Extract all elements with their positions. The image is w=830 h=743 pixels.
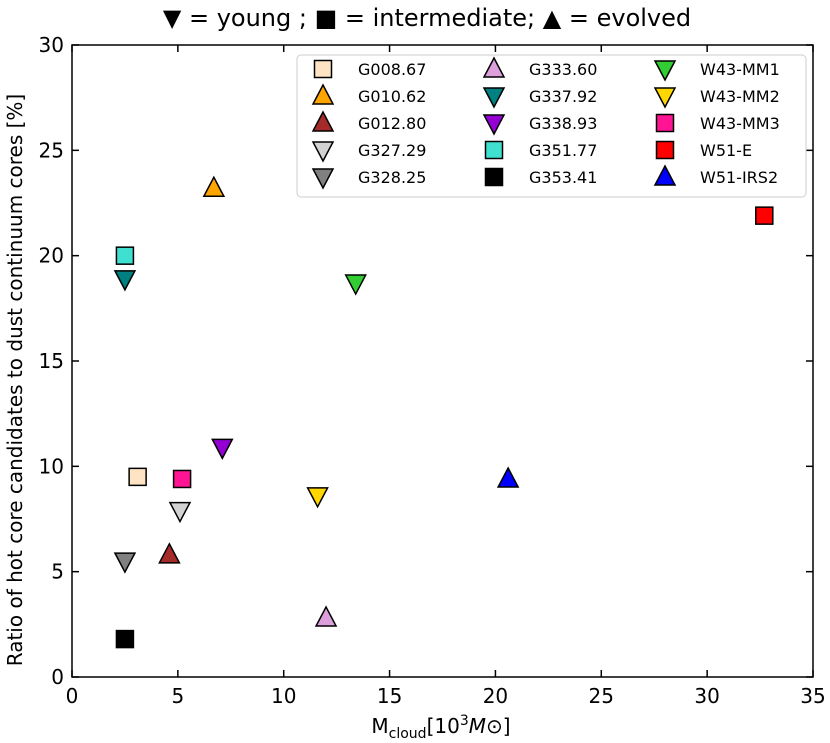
x-axis-label-bracket-open: [10 xyxy=(427,714,460,738)
legend-label-g012.80: G012.80 xyxy=(358,114,426,133)
legend-marker-w51-e xyxy=(655,140,675,160)
data-point-g351.77 xyxy=(115,246,135,265)
legend-label-g338.93: G338.93 xyxy=(529,114,597,133)
legend-label-g328.25: G328.25 xyxy=(358,168,426,187)
plot-frame xyxy=(71,44,814,678)
legend-marker-w43-mm1 xyxy=(653,60,677,82)
y-tick-label: 10 xyxy=(39,454,64,478)
x-tick-label: 30 xyxy=(694,684,719,708)
data-point-g337.92 xyxy=(113,270,137,292)
data-point-g012.80 xyxy=(158,542,181,564)
legend-label-g337.92: G337.92 xyxy=(529,87,597,106)
data-point-g353.41 xyxy=(115,629,135,649)
legend-marker-g333.60 xyxy=(482,56,506,78)
y-tick-label: 20 xyxy=(39,244,64,268)
legend-marker-w43-mm2 xyxy=(653,87,677,109)
legend-marker-g012.80 xyxy=(311,110,335,132)
legend-label-g333.60: G333.60 xyxy=(529,60,597,79)
x-tick-label: 5 xyxy=(171,684,184,708)
data-point-w43-mm1 xyxy=(344,274,367,296)
x-tick-label: 20 xyxy=(483,684,508,708)
x-tick-label: 0 xyxy=(66,684,79,708)
legend-marker-g008.67 xyxy=(313,59,333,79)
legend-box xyxy=(296,54,807,198)
y-axis-label: Ratio of hot core candidates to dust con… xyxy=(3,94,27,667)
legend-marker-g353.41 xyxy=(484,167,504,187)
legend-label-g327.29: G327.29 xyxy=(358,141,426,160)
legend-label-w43-mm1: W43-MM1 xyxy=(700,60,780,79)
legend-marker-g351.77 xyxy=(484,140,504,160)
x-axis-label-unit: M⊙ xyxy=(469,714,503,738)
data-point-w51-irs2 xyxy=(496,466,520,488)
legend-label-w43-mm2: W43-MM2 xyxy=(700,87,780,106)
legend-marker-w51-irs2 xyxy=(653,164,677,186)
x-axis-label-superscript: 3 xyxy=(460,713,469,729)
y-tick-label: 5 xyxy=(51,560,64,584)
data-point-g008.67 xyxy=(128,467,147,487)
x-axis-label-bracket-close: ] xyxy=(503,714,511,738)
legend-label-g010.62: G010.62 xyxy=(358,87,426,106)
data-point-w51-e xyxy=(755,206,774,225)
data-point-w43-mm3 xyxy=(172,469,192,489)
legend-label-g008.67: G008.67 xyxy=(358,60,426,79)
x-axis-label-subscript: cloud xyxy=(389,726,427,742)
y-tick-label: 0 xyxy=(51,665,64,689)
legend-marker-w43-mm3 xyxy=(655,113,675,133)
y-tick-label: 30 xyxy=(39,33,64,57)
legend-marker-g328.25 xyxy=(311,168,335,190)
legend-label-g351.77: G351.77 xyxy=(529,141,597,160)
legend: G008.67 G010.62 G012.80 G327.29 G328.25 G333.… xyxy=(296,54,807,198)
legend-marker-g337.92 xyxy=(482,87,506,109)
legend-marker-g327.29 xyxy=(311,141,335,163)
legend-marker-g010.62 xyxy=(311,83,335,105)
data-point-g010.62 xyxy=(202,175,226,198)
x-tick-label: 10 xyxy=(271,684,296,708)
x-axis-label-prefix: M xyxy=(371,714,388,738)
data-point-g328.25 xyxy=(113,552,137,574)
legend-marker-g338.93 xyxy=(482,114,506,136)
legend-label-w51-irs2: W51-IRS2 xyxy=(700,168,778,187)
data-point-w43-mm2 xyxy=(306,487,329,509)
y-tick-label: 25 xyxy=(39,138,64,162)
x-tick-label: 15 xyxy=(377,684,402,708)
legend-label-w51-e: W51-E xyxy=(700,141,752,160)
legend-label-g353.41: G353.41 xyxy=(529,168,597,187)
data-points xyxy=(113,175,774,649)
x-axis-label: Mcloud[103M⊙] xyxy=(371,713,510,742)
data-point-g327.29 xyxy=(168,501,192,524)
x-tick-label: 25 xyxy=(589,684,614,708)
axis-ticks: 0 5 10 15 20 25 30 35 0 5 10 15 20 25 30 xyxy=(39,33,826,708)
data-point-g338.93 xyxy=(211,438,234,460)
x-tick-label: 35 xyxy=(800,684,825,708)
legend-label-w43-mm3: W43-MM3 xyxy=(700,114,780,133)
data-point-g333.60 xyxy=(314,605,338,627)
chart-title: ▼ = young ; ■ = intermediate; ▲ = evolve… xyxy=(163,4,691,32)
y-tick-label: 15 xyxy=(39,349,64,373)
